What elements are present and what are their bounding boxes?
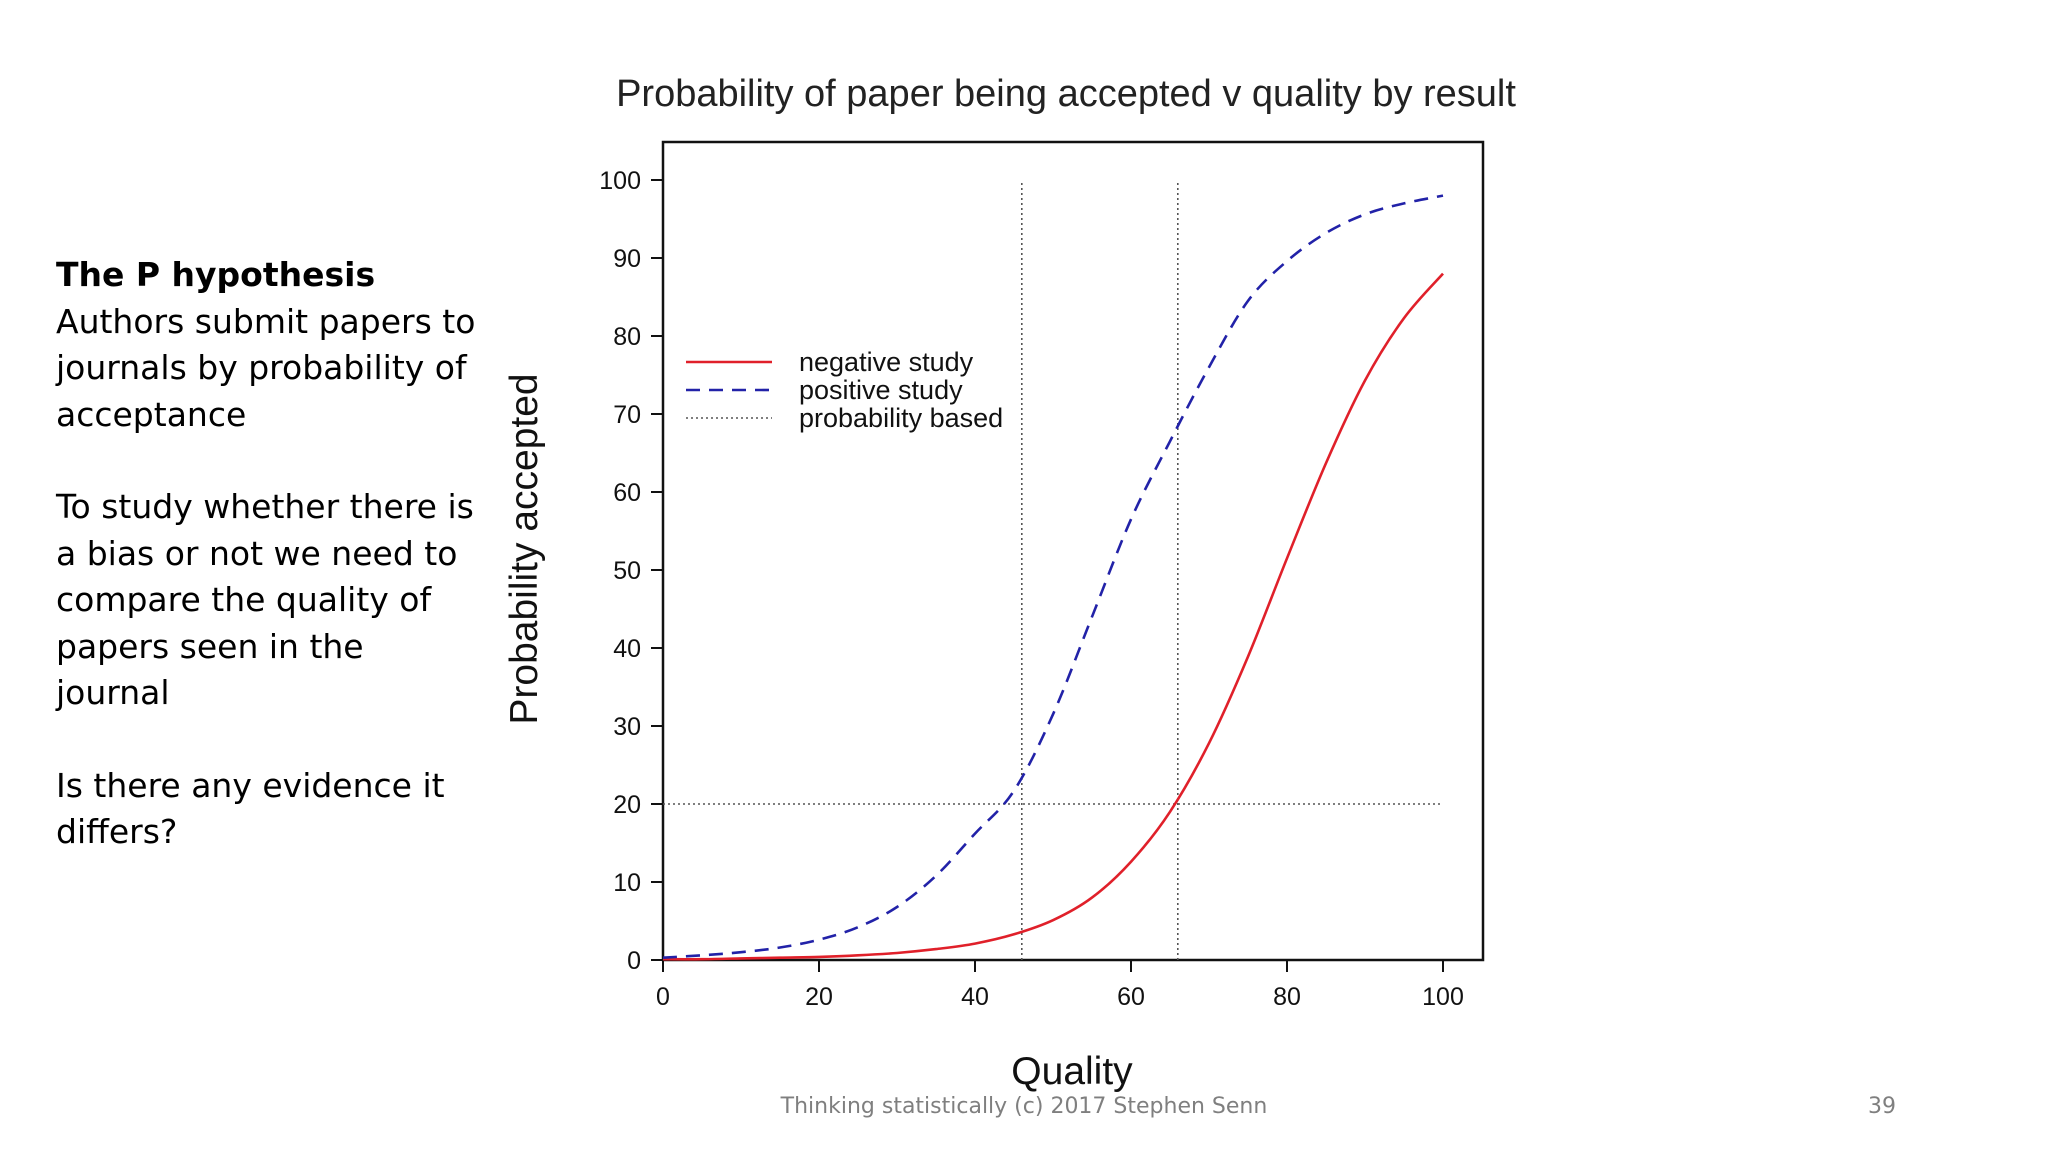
y-tick-label: 40 (613, 635, 641, 663)
y-tick-label: 0 (627, 947, 641, 975)
y-tick-label: 50 (613, 557, 641, 585)
series-line-positive-study (662, 194, 1444, 959)
plot-area: 0 10 20 30 40 50 60 70 80 90 100 0 20 40 60 80 100 negati… (599, 140, 1485, 1011)
legend-label: negative study (799, 347, 974, 377)
y-tick-label: 20 (613, 791, 641, 819)
x-tick-label: 100 (1422, 983, 1464, 1011)
paragraph-1-text: Authors submit papers to journals by pro… (56, 301, 476, 434)
x-tick-label: 0 (656, 983, 670, 1011)
slide-footer: Thinking statistically (c) 2017 Stephen … (780, 1094, 1268, 1119)
y-tick-label: 100 (599, 167, 641, 195)
y-tick-label: 10 (613, 869, 641, 897)
series-line-negative-study (662, 272, 1444, 961)
legend-label: positive study (799, 375, 963, 405)
x-axis-title: Quality (1011, 1050, 1133, 1093)
paragraph-3-text: Is there any evidence it differs? (56, 765, 445, 852)
x-tick-label: 40 (961, 983, 989, 1011)
legend-label: probability based (799, 403, 1003, 433)
y-tick-label: 30 (613, 713, 641, 741)
x-tick-label: 20 (805, 983, 833, 1011)
x-tick-label: 60 (1117, 983, 1145, 1011)
y-tick-label: 70 (613, 401, 641, 429)
y-axis-title: Probability accepted (503, 373, 546, 724)
y-tick-label: 80 (613, 323, 641, 351)
chart-title: Probability of paper being accepted v qu… (616, 73, 1516, 115)
page-number: 39 (1868, 1094, 1896, 1119)
slide-heading: The P hypothesis (56, 255, 376, 294)
x-tick-label: 80 (1273, 983, 1301, 1011)
plot-frame (661, 140, 1485, 962)
paragraph-hypothesis: The P hypothesis Authors submit papers t… (56, 252, 476, 438)
paragraph-2-text: To study whether there is a bias or not … (56, 487, 474, 712)
y-tick-label: 60 (613, 479, 641, 507)
y-tick-label: 90 (613, 245, 641, 273)
slide-text-panel: The P hypothesis Authors submit papers t… (56, 252, 476, 902)
